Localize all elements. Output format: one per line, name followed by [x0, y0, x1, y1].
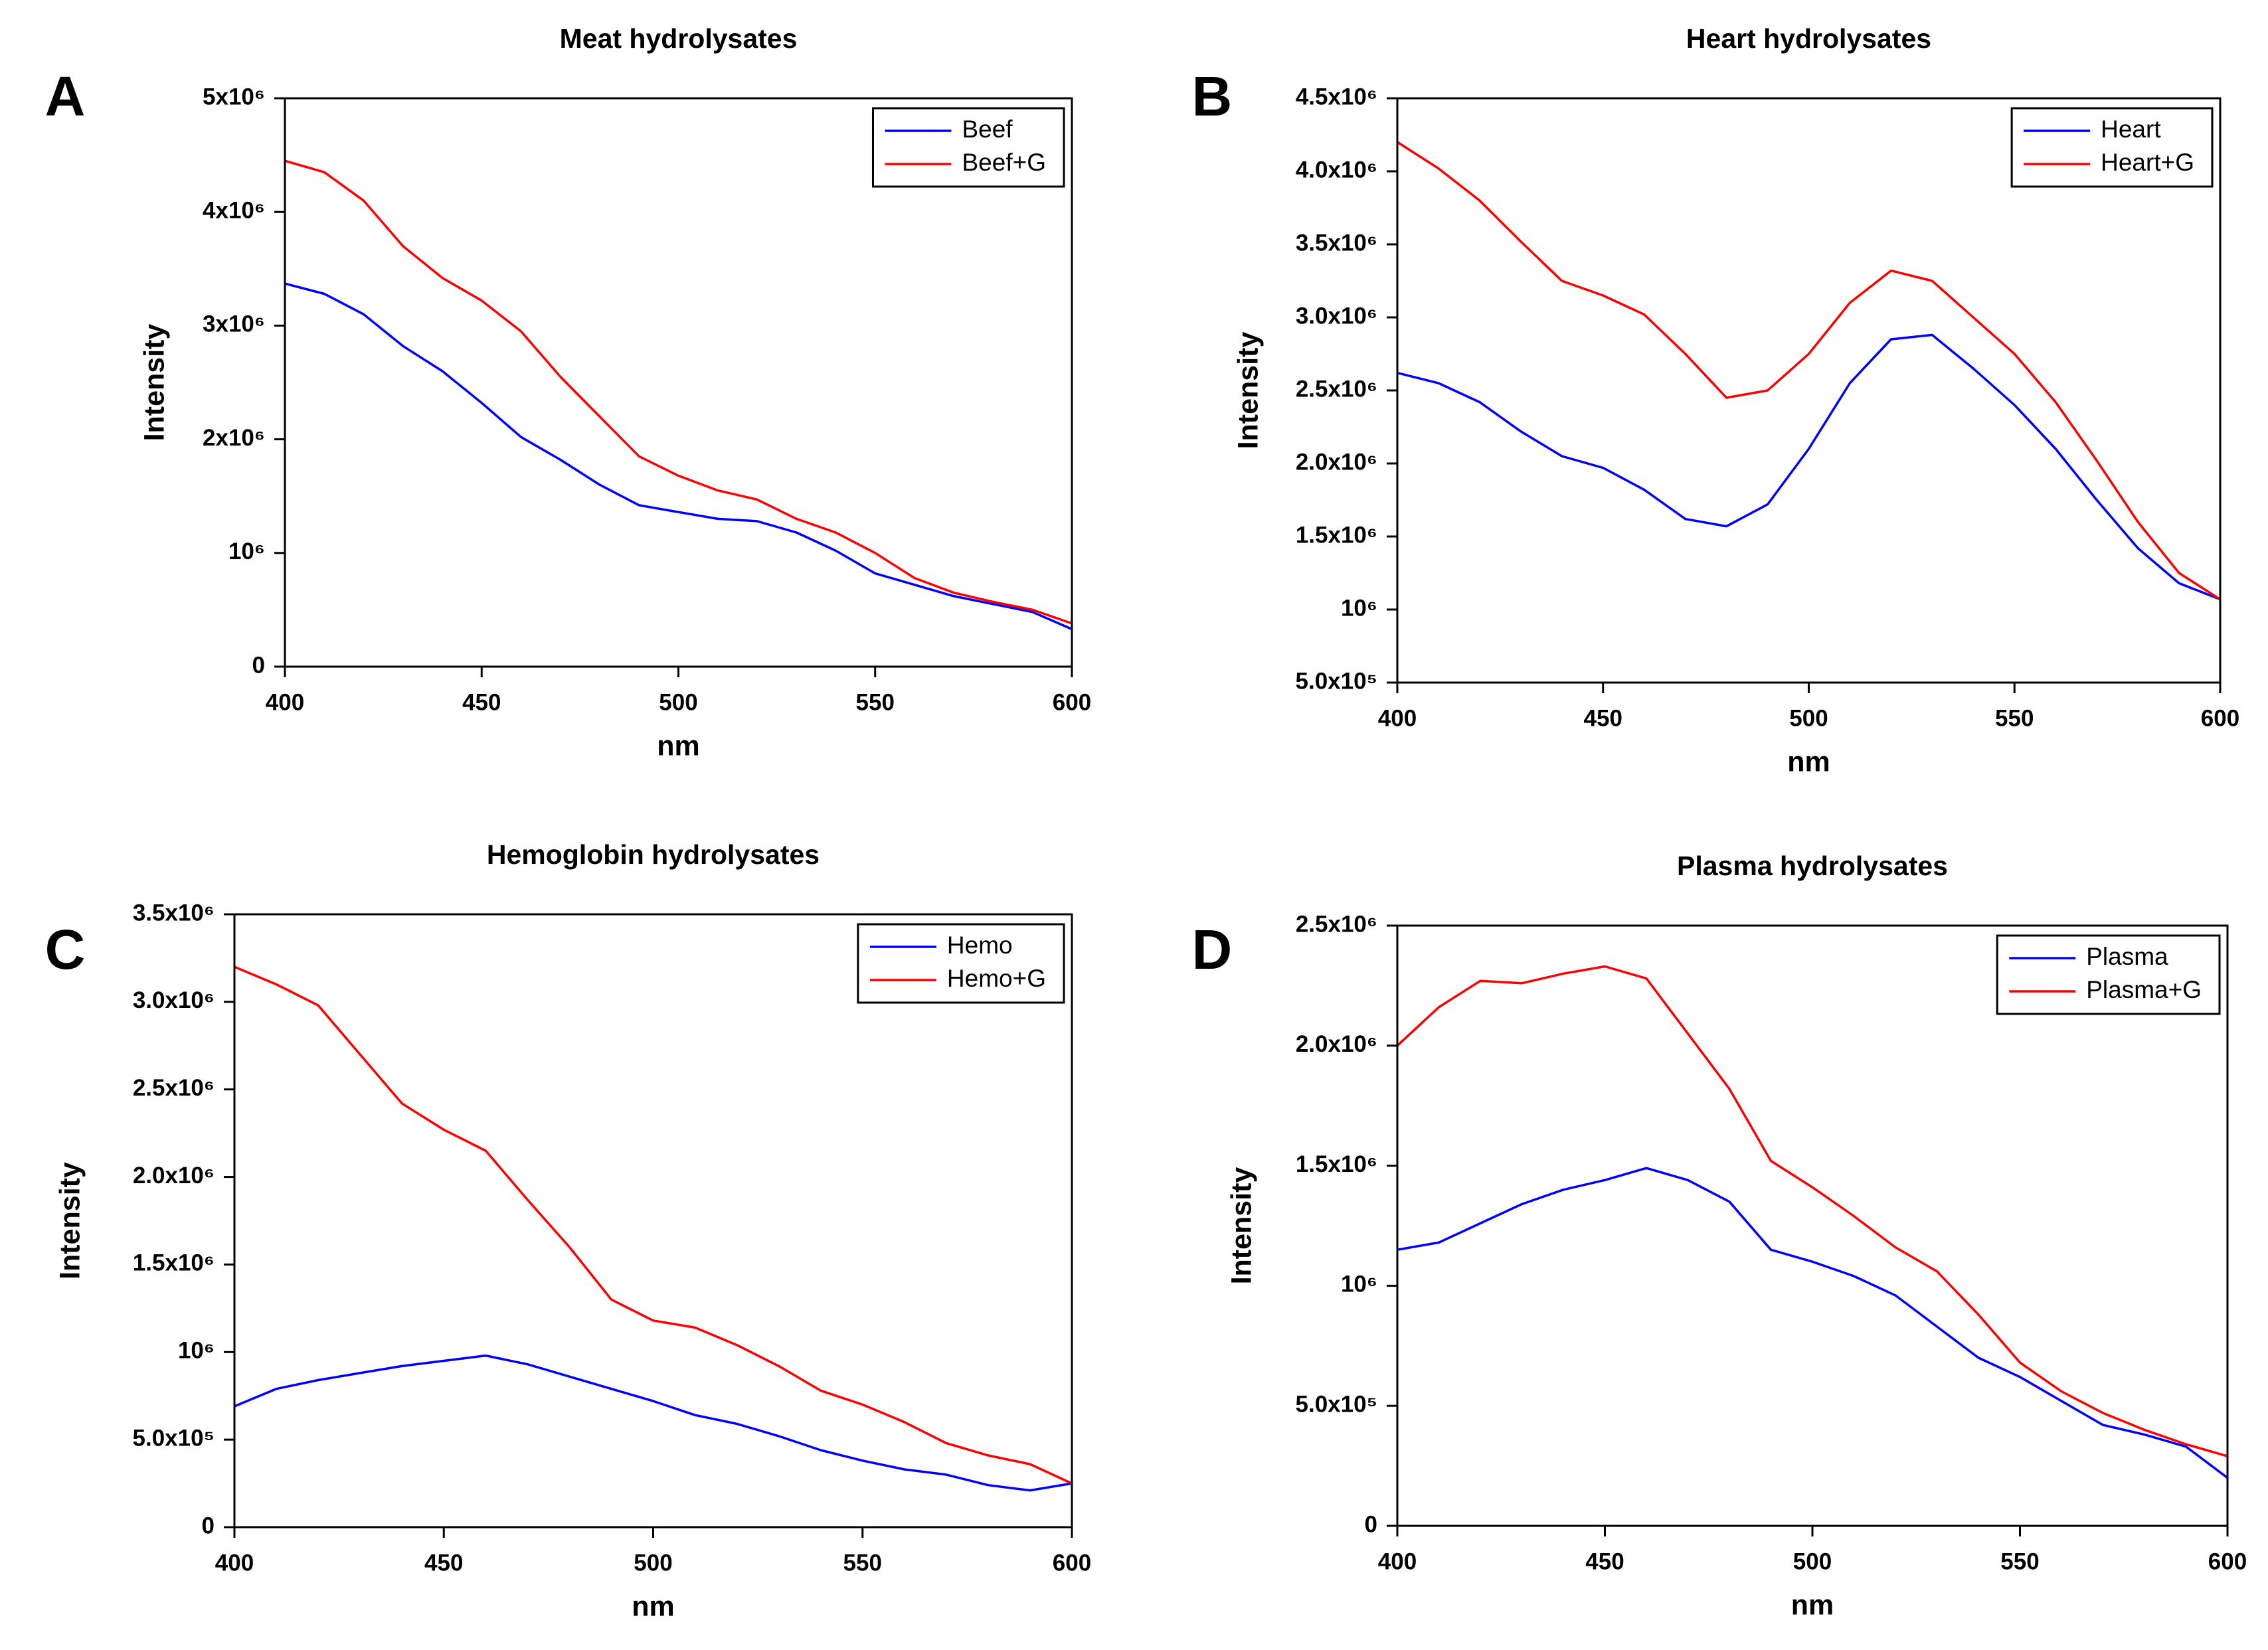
x-tick-label: 400 — [1378, 1548, 1417, 1574]
x-tick-label: 400 — [1378, 705, 1417, 731]
y-tick-label: 3.0x10⁶ — [1296, 303, 1377, 329]
data-line — [1397, 141, 2221, 601]
y-tick-label: 3.5x10⁶ — [1296, 230, 1377, 256]
y-tick-label: 5x10⁶ — [203, 84, 265, 110]
legend-label: Heart — [2101, 116, 2161, 143]
x-tick-label: 600 — [2208, 1548, 2247, 1574]
x-tick-label: 450 — [1584, 705, 1622, 731]
chart-title: Hemoglobin hydrolysates — [487, 839, 820, 870]
chart-title: Meat hydrolysates — [560, 23, 798, 54]
legend-label: Plasma — [2086, 943, 2168, 970]
y-tick-label: 0 — [252, 652, 265, 678]
legend-label: Heart+G — [2101, 149, 2194, 176]
legend: Heart Heart+G — [2010, 107, 2214, 188]
x-tick-label: 500 — [1789, 705, 1828, 731]
y-axis-label: Intensity — [1232, 332, 1264, 450]
y-axis-label: Intensity — [1225, 1167, 1257, 1285]
y-tick-label: 2.0x10⁶ — [133, 1163, 215, 1189]
x-axis-label: nm — [632, 1590, 675, 1622]
data-line — [234, 1354, 1073, 1492]
legend-label: Hemo — [947, 932, 1013, 959]
legend: Hemo Hemo+G — [857, 923, 1065, 1004]
y-tick-label: 2.5x10⁶ — [133, 1075, 215, 1101]
y-tick-label: 2.5x10⁶ — [1296, 376, 1377, 402]
x-tick-label: 400 — [266, 689, 304, 715]
data-line — [1396, 965, 2228, 1457]
y-tick-label: 5.0x10⁵ — [1296, 668, 1378, 694]
legend-box — [2010, 107, 2214, 188]
y-tick-label: 5.0x10⁵ — [1296, 1391, 1378, 1417]
plot-frame — [1396, 97, 2222, 684]
panel-label: A — [45, 65, 86, 127]
legend-label: Hemo+G — [947, 965, 1046, 992]
x-axis-label: nm — [1791, 1589, 1834, 1621]
y-tick-label: 1.5x10⁶ — [1296, 1151, 1377, 1177]
y-tick-label: 0 — [202, 1513, 215, 1538]
x-axis-label: nm — [657, 730, 700, 762]
y-tick-label: 5.0x10⁵ — [133, 1425, 215, 1451]
legend: Beef Beef+G — [871, 107, 1065, 188]
y-tick-label: 2x10⁶ — [203, 425, 265, 451]
y-tick-label: 1.5x10⁶ — [133, 1250, 215, 1276]
x-tick-label: 550 — [856, 689, 895, 715]
data-line — [284, 159, 1073, 625]
x-tick-label: 550 — [1995, 705, 2034, 731]
y-tick-label: 1.5x10⁶ — [1296, 522, 1377, 548]
legend-box — [871, 107, 1065, 188]
y-tick-label: 10⁶ — [1341, 1272, 1377, 1297]
data-line — [1397, 333, 2221, 601]
plot-frame — [284, 97, 1073, 668]
plot-frame — [1396, 924, 2229, 1527]
y-tick-label: 3x10⁶ — [203, 311, 265, 337]
y-tick-label: 10⁶ — [228, 538, 265, 564]
x-tick-label: 550 — [843, 1550, 882, 1576]
legend-label: Plasma+G — [2086, 976, 2202, 1003]
chart-title: Plasma hydrolysates — [1677, 851, 1948, 881]
x-tick-label: 400 — [215, 1550, 254, 1576]
y-axis-label: Intensity — [138, 324, 170, 442]
x-tick-label: 450 — [462, 689, 501, 715]
legend-box — [1996, 934, 2221, 1015]
legend-box — [857, 923, 1065, 1004]
x-tick-label: 550 — [2000, 1548, 2039, 1574]
y-axis-label: Intensity — [54, 1162, 86, 1279]
y-tick-label: 3.5x10⁶ — [133, 900, 215, 926]
y-tick-label: 0 — [1365, 1511, 1377, 1537]
data-line — [234, 965, 1073, 1485]
panel-label: B — [1192, 65, 1233, 127]
legend: Plasma Plasma+G — [1996, 934, 2221, 1015]
y-tick-label: 10⁶ — [178, 1338, 215, 1364]
x-tick-label: 600 — [2201, 705, 2239, 731]
y-tick-label: 4x10⁶ — [203, 197, 265, 223]
data-line — [1397, 1167, 2229, 1479]
plot-frame — [233, 913, 1073, 1528]
y-tick-label: 10⁶ — [1341, 595, 1377, 621]
legend-label: Beef — [962, 116, 1013, 143]
y-tick-label: 2.0x10⁶ — [1296, 449, 1377, 475]
x-tick-label: 500 — [659, 689, 697, 715]
y-tick-label: 4.0x10⁶ — [1296, 157, 1377, 183]
y-tick-label: 3.0x10⁶ — [133, 987, 215, 1013]
panel-label: D — [1192, 918, 1233, 981]
x-tick-label: 450 — [424, 1550, 463, 1576]
y-tick-label: 4.5x10⁶ — [1296, 84, 1377, 110]
y-tick-label: 2.5x10⁶ — [1296, 911, 1377, 937]
x-tick-label: 450 — [1585, 1548, 1624, 1574]
y-tick-label: 2.0x10⁶ — [1296, 1031, 1377, 1057]
panel-label: C — [45, 918, 86, 981]
x-tick-label: 600 — [1053, 689, 1091, 715]
x-tick-label: 500 — [634, 1550, 672, 1576]
chart-title: Heart hydrolysates — [1686, 23, 1931, 54]
data-line — [284, 282, 1073, 631]
x-tick-label: 500 — [1793, 1548, 1832, 1574]
legend-label: Beef+G — [962, 149, 1046, 176]
x-axis-label: nm — [1787, 746, 1830, 778]
x-tick-label: 600 — [1053, 1550, 1091, 1576]
